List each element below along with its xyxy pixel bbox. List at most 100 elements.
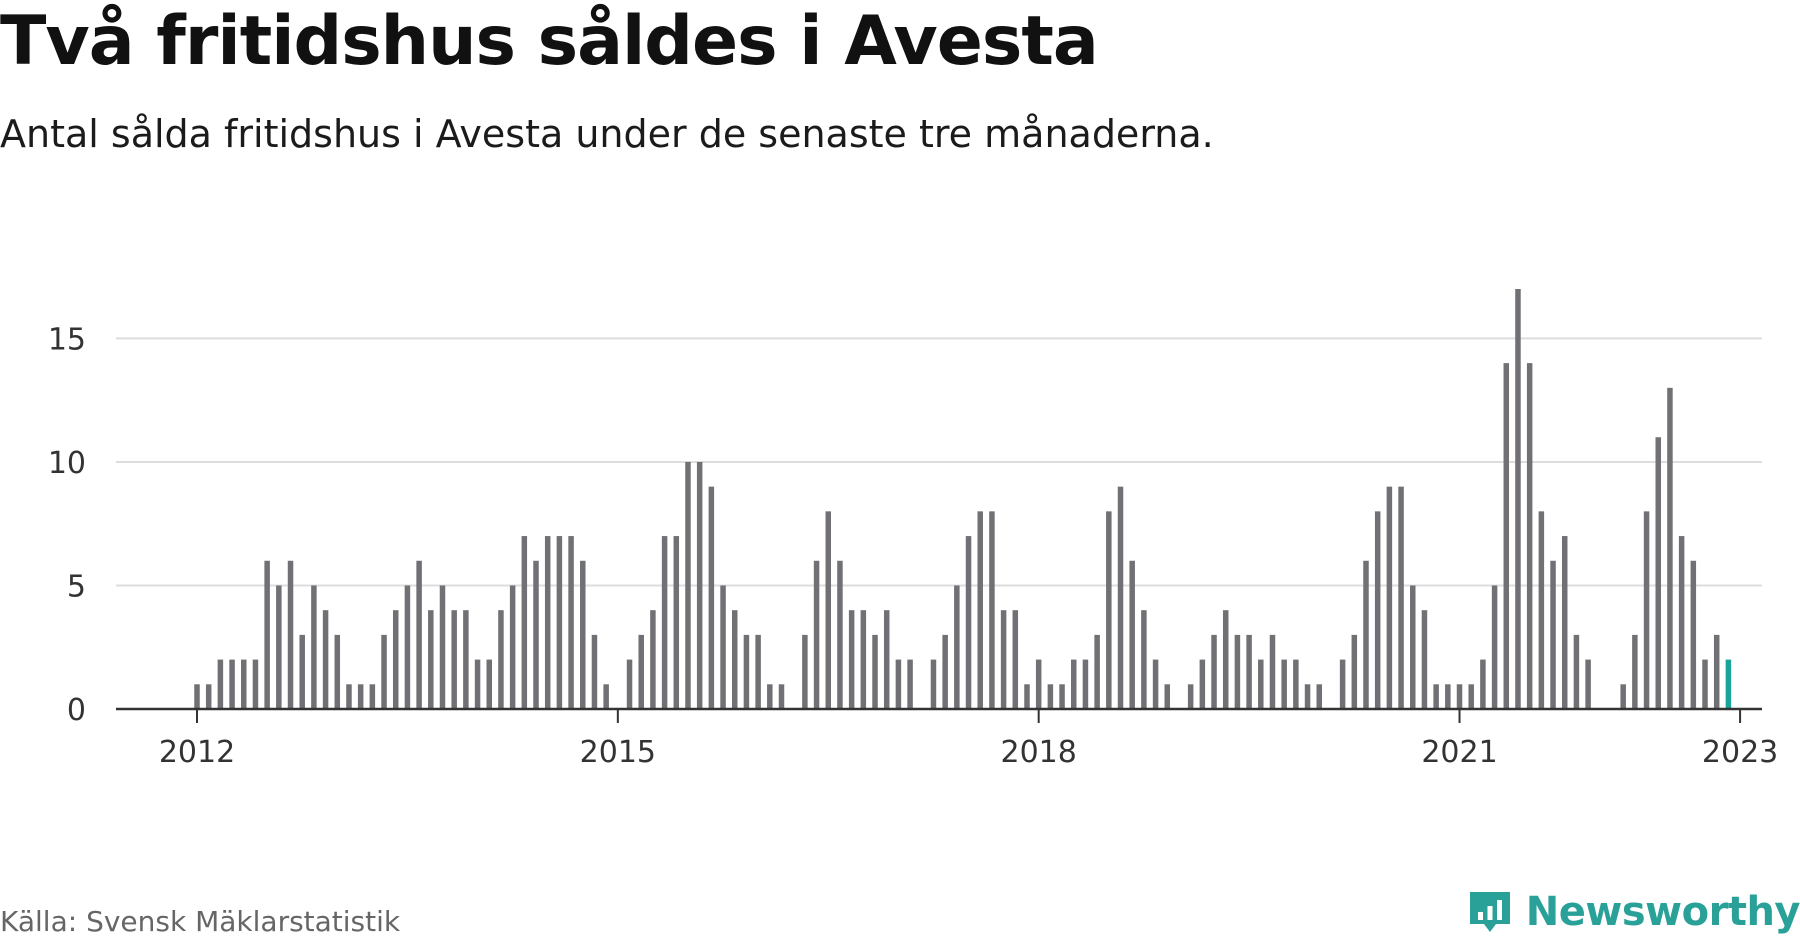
bar xyxy=(1386,486,1393,709)
bar xyxy=(1281,659,1287,709)
bar-value-label: 2 xyxy=(1730,0,1750,8)
bar xyxy=(767,684,773,709)
y-tick-label: 0 xyxy=(67,693,86,728)
bar xyxy=(474,659,481,709)
bar xyxy=(1304,684,1311,709)
bar xyxy=(1503,363,1510,709)
chart-subtitle: Antal sålda fritidshus i Avesta under de… xyxy=(0,112,1214,156)
bar xyxy=(1678,536,1685,709)
bar xyxy=(1351,634,1358,709)
bar xyxy=(1538,511,1545,709)
bar xyxy=(778,684,785,709)
x-tick-label: 2018 xyxy=(1001,735,1077,770)
x-tick-label: 2023 xyxy=(1702,735,1778,770)
bar xyxy=(1374,511,1381,709)
bar xyxy=(825,511,832,709)
bar xyxy=(1655,437,1661,709)
bar xyxy=(1164,684,1171,709)
bar xyxy=(322,610,329,709)
bar xyxy=(895,659,902,709)
bar xyxy=(1211,634,1217,709)
bar xyxy=(205,684,212,709)
bar-highlight xyxy=(1725,659,1732,709)
bar xyxy=(498,610,504,709)
bar xyxy=(334,634,341,709)
bar xyxy=(1082,659,1089,709)
bar xyxy=(439,585,446,709)
bar xyxy=(720,585,726,709)
bar xyxy=(860,610,867,709)
bar xyxy=(1024,684,1030,709)
bar xyxy=(755,634,761,709)
bar xyxy=(451,610,457,709)
source-note: Källa: Svensk Mäklarstatistik xyxy=(0,905,401,938)
bar xyxy=(638,634,644,709)
bar xyxy=(848,610,855,709)
bar xyxy=(556,536,563,709)
bar xyxy=(1480,659,1486,709)
bar xyxy=(311,585,317,709)
bar xyxy=(392,610,399,709)
bar xyxy=(521,536,528,709)
logo-text: Newsworthy xyxy=(1525,889,1800,935)
bar xyxy=(989,511,995,709)
bar xyxy=(1643,511,1650,709)
bar xyxy=(486,659,492,709)
bar xyxy=(661,536,668,709)
bar xyxy=(1152,659,1159,709)
bar xyxy=(1258,659,1264,709)
bar xyxy=(357,684,364,709)
bar xyxy=(1269,634,1276,709)
bar xyxy=(1199,659,1206,709)
bar xyxy=(544,536,551,709)
bar xyxy=(930,659,937,709)
bar xyxy=(1491,585,1498,709)
bar xyxy=(1421,610,1428,709)
bar xyxy=(1468,684,1474,709)
bar xyxy=(381,634,387,709)
x-tick-label: 2012 xyxy=(159,735,235,770)
bar xyxy=(1433,684,1439,709)
bar xyxy=(1515,289,1521,709)
bar xyxy=(194,684,200,709)
bar xyxy=(954,585,960,709)
bar xyxy=(1713,634,1720,709)
bar xyxy=(977,511,983,709)
bar xyxy=(1561,536,1568,709)
bar xyxy=(1585,659,1591,709)
bar xyxy=(731,610,738,709)
bar xyxy=(1398,486,1404,709)
bar xyxy=(241,659,247,709)
bar xyxy=(229,659,235,709)
bar xyxy=(1702,659,1708,709)
x-tick-label: 2015 xyxy=(580,735,656,770)
bar xyxy=(1094,634,1100,709)
bar xyxy=(1363,560,1369,709)
bar xyxy=(837,560,843,709)
bar xyxy=(650,610,656,709)
bar xyxy=(813,560,820,709)
bar xyxy=(1526,363,1533,709)
bar xyxy=(416,560,422,709)
bar xyxy=(1246,634,1252,709)
bar xyxy=(1620,684,1626,709)
bar xyxy=(1059,684,1065,709)
bar xyxy=(1035,659,1042,709)
bar xyxy=(287,560,294,709)
bar xyxy=(264,560,270,709)
bar xyxy=(965,536,972,709)
bar xyxy=(942,634,948,709)
bar xyxy=(533,560,539,709)
bar xyxy=(428,610,434,709)
bar xyxy=(1456,684,1463,709)
bar xyxy=(1550,560,1556,709)
bar xyxy=(1117,486,1124,709)
newsworthy-bar-chart-icon xyxy=(1469,892,1510,932)
bar xyxy=(1234,634,1241,709)
bar xyxy=(1047,684,1054,709)
bar xyxy=(1667,387,1673,709)
x-tick-label: 2021 xyxy=(1421,735,1497,770)
bar xyxy=(673,536,680,709)
bar xyxy=(591,634,598,709)
bar xyxy=(603,684,609,709)
